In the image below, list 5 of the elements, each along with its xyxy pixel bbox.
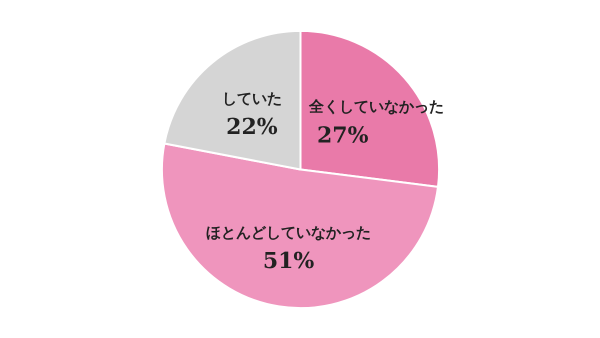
data-label: 27% (316, 122, 369, 148)
slice-label: ほとんどしていなかった (206, 223, 372, 242)
data-label: 51% (262, 248, 314, 274)
data-label: 22% (226, 114, 278, 140)
slice-label: していた (222, 89, 282, 108)
